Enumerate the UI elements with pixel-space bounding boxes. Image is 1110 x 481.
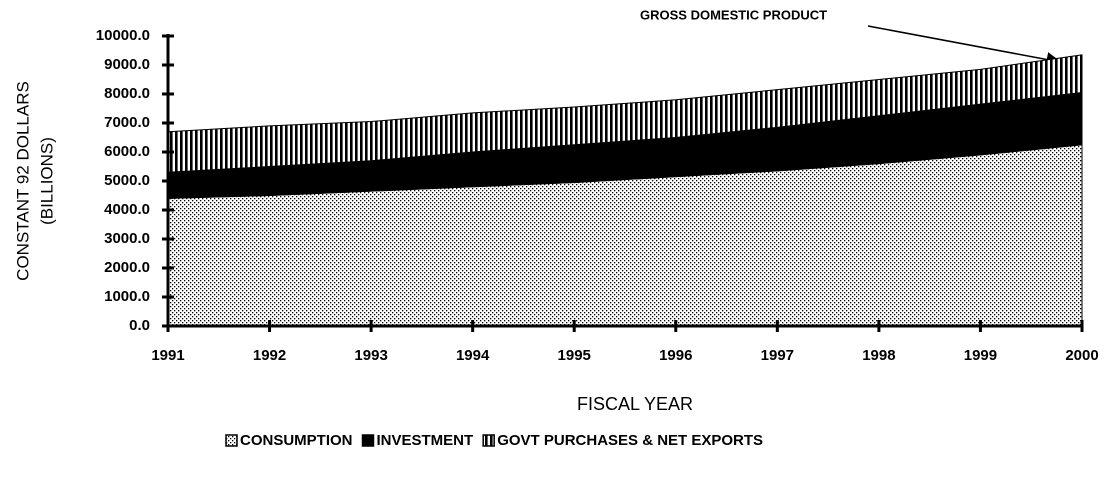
y-tick-label: 8000.0: [104, 85, 150, 102]
legend-label: CONSUMPTION: [240, 432, 353, 449]
legend-label: INVESTMENT: [377, 432, 474, 449]
x-tick-label: 1995: [558, 347, 591, 364]
y-axis-label: (BILLIONS): [37, 137, 56, 225]
y-tick-label: 0.0: [129, 317, 150, 334]
x-axis-label: FISCAL YEAR: [577, 394, 693, 414]
y-tick-label: 2000.0: [104, 259, 150, 276]
legend-label: GOVT PURCHASES & NET EXPORTS: [497, 432, 763, 449]
x-tick-label: 1999: [964, 347, 997, 364]
y-tick-label: 10000.0: [96, 27, 150, 44]
annotation-arrow: [867, 25, 1062, 67]
y-axis-label: CONSTANT 92 DOLLARS: [13, 81, 32, 281]
y-tick-label: 7000.0: [104, 114, 150, 131]
x-tick-label: 1997: [761, 347, 794, 364]
annotation: GROSS DOMESTIC PRODUCT: [640, 7, 827, 22]
x-tick-label: 1991: [151, 347, 184, 364]
y-tick-label: 1000.0: [104, 288, 150, 305]
y-tick-label: 3000.0: [104, 230, 150, 247]
legend-swatch: [482, 434, 495, 447]
x-tick-label: 2000: [1065, 347, 1098, 364]
area: [167, 54, 1083, 173]
y-tick-label: 9000.0: [104, 56, 150, 73]
y-tick-label: 5000.0: [104, 172, 150, 189]
x-tick-label: 1992: [253, 347, 286, 364]
x-tick-label: 1994: [456, 347, 490, 364]
x-tick-label: 1993: [354, 347, 387, 364]
y-tick-label: 4000.0: [104, 201, 150, 218]
legend-swatch: [225, 434, 238, 447]
y-tick-label: 6000.0: [104, 143, 150, 160]
legend-swatch: [361, 434, 375, 447]
x-tick-label: 1998: [862, 347, 895, 364]
x-tick-label: 1996: [659, 347, 692, 364]
